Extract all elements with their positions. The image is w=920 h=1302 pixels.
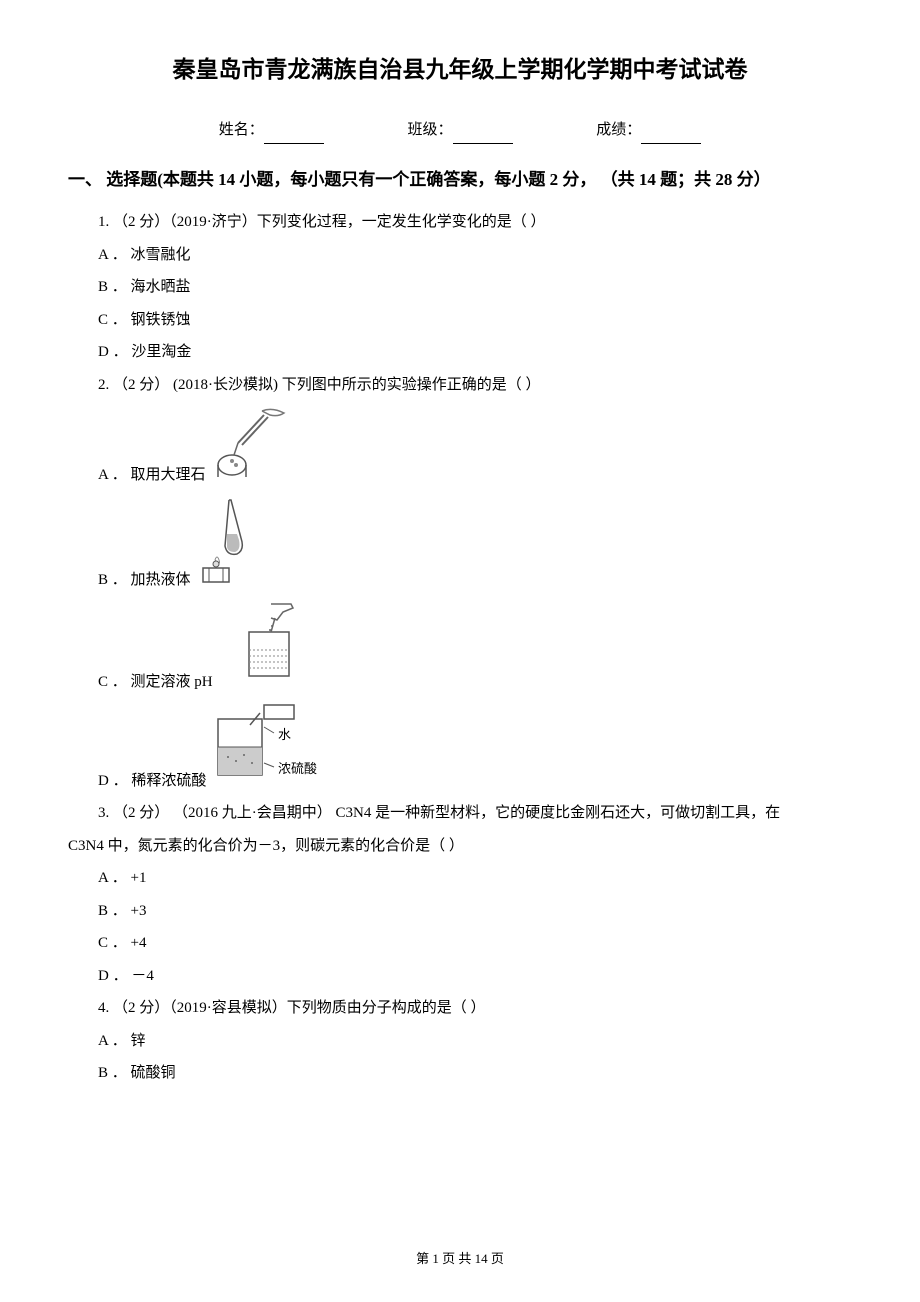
question-4-stem: 4. （2 分）（2019·容县模拟）下列物质由分子构成的是（ ） [68,994,852,1023]
heating-icon [197,494,267,595]
question-1-option-d: D ． 沙里淘金 [68,338,852,367]
class-label: 班级： [407,116,452,145]
question-3-stem-cont: C3N4 中，氮元素的化合价为－3，则碳元素的化合价是（ ） [68,832,852,861]
question-2-option-c-label: C ． 测定溶液 pH [98,668,213,697]
section-heading: 一、 选择题(本题共 14 小题，每小题只有一个正确答案，每小题 2 分， （共… [68,164,852,196]
water-annotation: 水 [278,727,291,742]
question-3-option-d: D ． －4 [68,962,852,991]
name-blank [264,143,324,144]
question-2-option-b: B ． 加热液体 [68,494,852,595]
question-3-option-c: C ． +4 [68,929,852,958]
question-3-stem: 3. （2 分） （2016 九上·会昌期中） C3N4 是一种新型材料，它的硬… [68,799,852,828]
question-1-option-c: C ． 钢铁锈蚀 [68,306,852,335]
question-3-option-a: A ． +1 [68,864,852,893]
question-1-option-b: B ． 海水晒盐 [68,273,852,302]
dilute-icon: 水 浓硫酸 [212,701,342,796]
question-2-option-d-label: D ． 稀释浓硫酸 [98,767,206,796]
name-label: 姓名： [219,116,264,145]
question-2-option-c: C ． 测定溶液 pH [68,598,852,697]
question-1-stem: 1. （2 分）（2019·济宁）下列变化过程，一定发生化学变化的是（ ） [68,208,852,237]
question-2-option-b-label: B ． 加热液体 [98,566,191,595]
page-footer: 第 1 页 共 14 页 [0,1247,920,1272]
ph-icon [219,598,309,697]
page-title: 秦皇岛市青龙满族自治县九年级上学期化学期中考试试卷 [68,48,852,92]
question-4-option-a: A ． 锌 [68,1027,852,1056]
meta-line: 姓名： 班级： 成绩： [68,116,852,145]
acid-annotation: 浓硫酸 [278,761,317,776]
question-2-stem: 2. （2 分） (2018·长沙模拟) 下列图中所示的实验操作正确的是（ ） [68,371,852,400]
score-blank [641,143,701,144]
question-2-option-a-label: A ． 取用大理石 [98,461,206,490]
tweezers-icon [212,403,298,490]
score-label: 成绩： [596,116,641,145]
class-blank [453,143,513,144]
question-1-option-a: A ． 冰雪融化 [68,241,852,270]
question-2-option-a: A ． 取用大理石 [68,403,852,490]
question-4-option-b: B ． 硫酸铜 [68,1059,852,1088]
question-2-option-d: D ． 稀释浓硫酸 水 浓硫酸 [68,701,852,796]
question-3-option-b: B ． +3 [68,897,852,926]
